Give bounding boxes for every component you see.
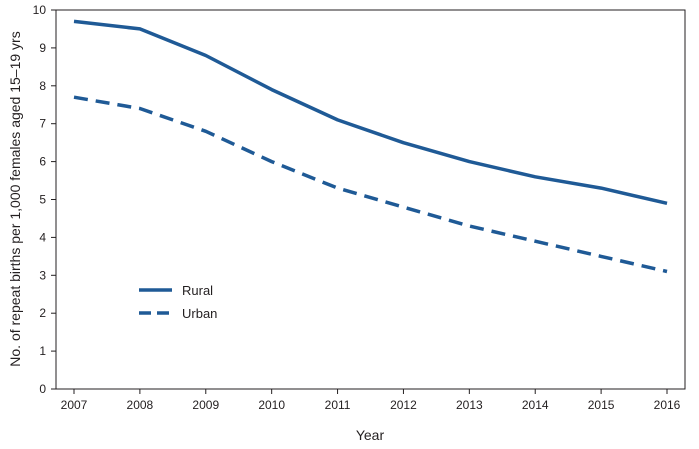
legend: Rural Urban [139, 283, 217, 321]
x-tick-label: 2010 [258, 398, 285, 412]
x-tick-label: 2008 [127, 398, 154, 412]
plot-border [55, 9, 686, 390]
x-axis: 2007 2008 2009 2010 2011 2012 2013 2014 2015 2016 [61, 389, 681, 412]
y-axis: 0 1 2 3 4 5 6 7 8 9 10 [33, 3, 56, 396]
y-tick-label: 4 [39, 230, 46, 244]
y-axis-title: No. of repeat births per 1,000 females a… [7, 31, 23, 366]
x-tick-label: 2007 [61, 398, 88, 412]
y-tick-label: 3 [39, 268, 46, 282]
x-tick-label: 2012 [390, 398, 417, 412]
y-tick-label: 5 [39, 193, 46, 207]
x-tick-label: 2013 [456, 398, 483, 412]
plot-frame [55, 9, 686, 390]
y-tick-label: 9 [39, 41, 46, 55]
y-tick-label: 10 [33, 3, 47, 17]
x-tick-label: 2014 [522, 398, 549, 412]
y-tick-label: 2 [39, 306, 46, 320]
y-tick-label: 1 [39, 344, 46, 358]
x-tick-label: 2015 [588, 398, 615, 412]
series-line-urban [73, 95, 668, 274]
x-tick-label: 2016 [654, 398, 681, 412]
x-tick-label: 2009 [192, 398, 219, 412]
x-axis-title: Year [356, 427, 385, 443]
y-tick-label: 6 [39, 155, 46, 169]
y-tick-label: 8 [39, 79, 46, 93]
x-tick-label: 2011 [325, 398, 351, 412]
series-line-rural [73, 19, 668, 206]
y-tick-label: 7 [39, 117, 46, 131]
legend-label-urban: Urban [182, 306, 217, 321]
series-lines [73, 19, 668, 274]
y-tick-label: 0 [39, 382, 46, 396]
legend-label-rural: Rural [182, 283, 213, 298]
